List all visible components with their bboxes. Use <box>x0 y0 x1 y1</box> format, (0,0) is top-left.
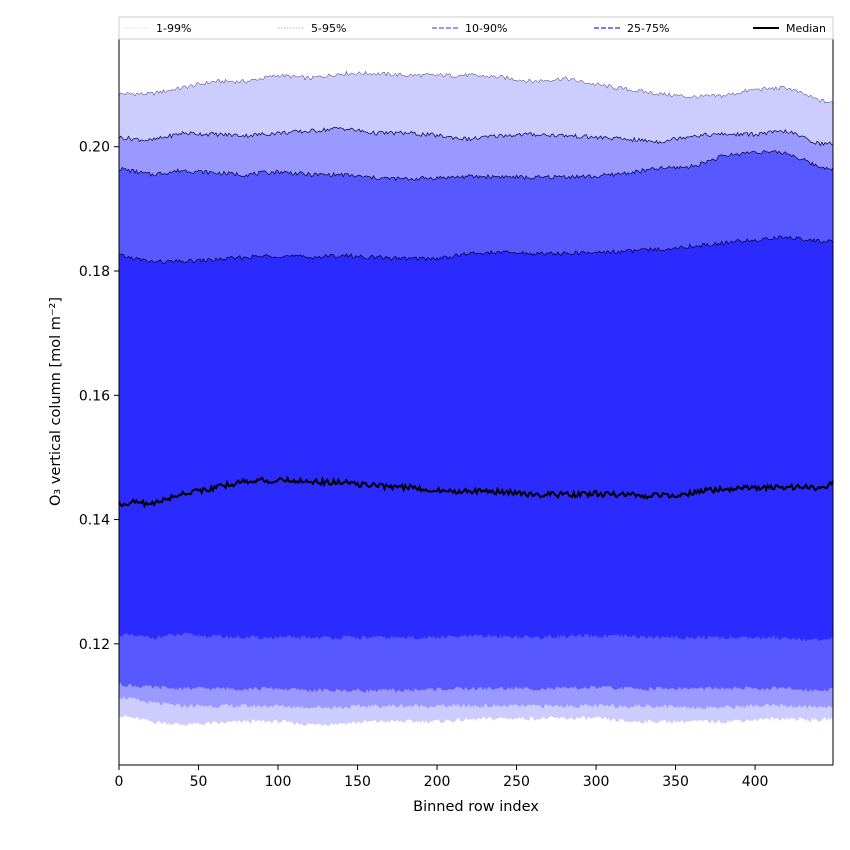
y-tick-label: 0.16 <box>79 388 110 404</box>
band-1-99-upper-line <box>118 70 834 104</box>
percentile-bands <box>118 70 834 727</box>
legend-label: 1-99% <box>156 22 191 35</box>
x-axis-label: Binned row index <box>413 799 539 815</box>
legend-item-25-75: 25-75% <box>594 22 669 35</box>
legend-box <box>118 16 834 40</box>
x-tick-label: 0 <box>115 774 124 790</box>
y-axis: 0.12 0.14 0.16 0.18 0.20 <box>79 140 119 653</box>
legend-label: 10-90% <box>465 22 507 35</box>
legend-label: 25-75% <box>627 22 669 35</box>
legend: 1-99% 5-95% 10-90% 25-75% Median <box>118 16 834 40</box>
median-series <box>118 475 834 509</box>
x-tick-label: 100 <box>265 774 292 790</box>
x-tick-label: 300 <box>583 774 610 790</box>
y-tick-label: 0.18 <box>79 264 110 280</box>
x-tick-label: 150 <box>344 774 371 790</box>
x-tick-label: 50 <box>190 774 208 790</box>
band-25-75-upper-line <box>118 235 834 264</box>
band-5-95-upper-line <box>118 126 834 147</box>
y-tick-label: 0.12 <box>79 637 110 653</box>
y-tick-label: 0.14 <box>79 513 110 529</box>
x-tick-label: 400 <box>742 774 769 790</box>
median-line <box>118 475 834 509</box>
legend-item-5-95: 5-95% <box>278 22 346 35</box>
y-axis-label: O₃ vertical column [mol m⁻²] <box>48 297 64 506</box>
legend-item-1-99: 1-99% <box>123 22 191 35</box>
x-tick-label: 250 <box>503 774 530 790</box>
y-tick-label: 0.20 <box>79 140 110 156</box>
legend-item-Median: Median <box>753 22 826 35</box>
legend-label: 5-95% <box>311 22 346 35</box>
legend-label: Median <box>786 22 826 35</box>
x-tick-label: 200 <box>424 774 451 790</box>
band-10-90-upper-line <box>118 149 834 182</box>
band-25-75-area <box>119 235 833 642</box>
legend-item-10-90: 10-90% <box>432 22 507 35</box>
x-tick-label: 350 <box>662 774 689 790</box>
x-axis: 0 50 100 150 200 250 300 350 400 <box>115 765 769 790</box>
